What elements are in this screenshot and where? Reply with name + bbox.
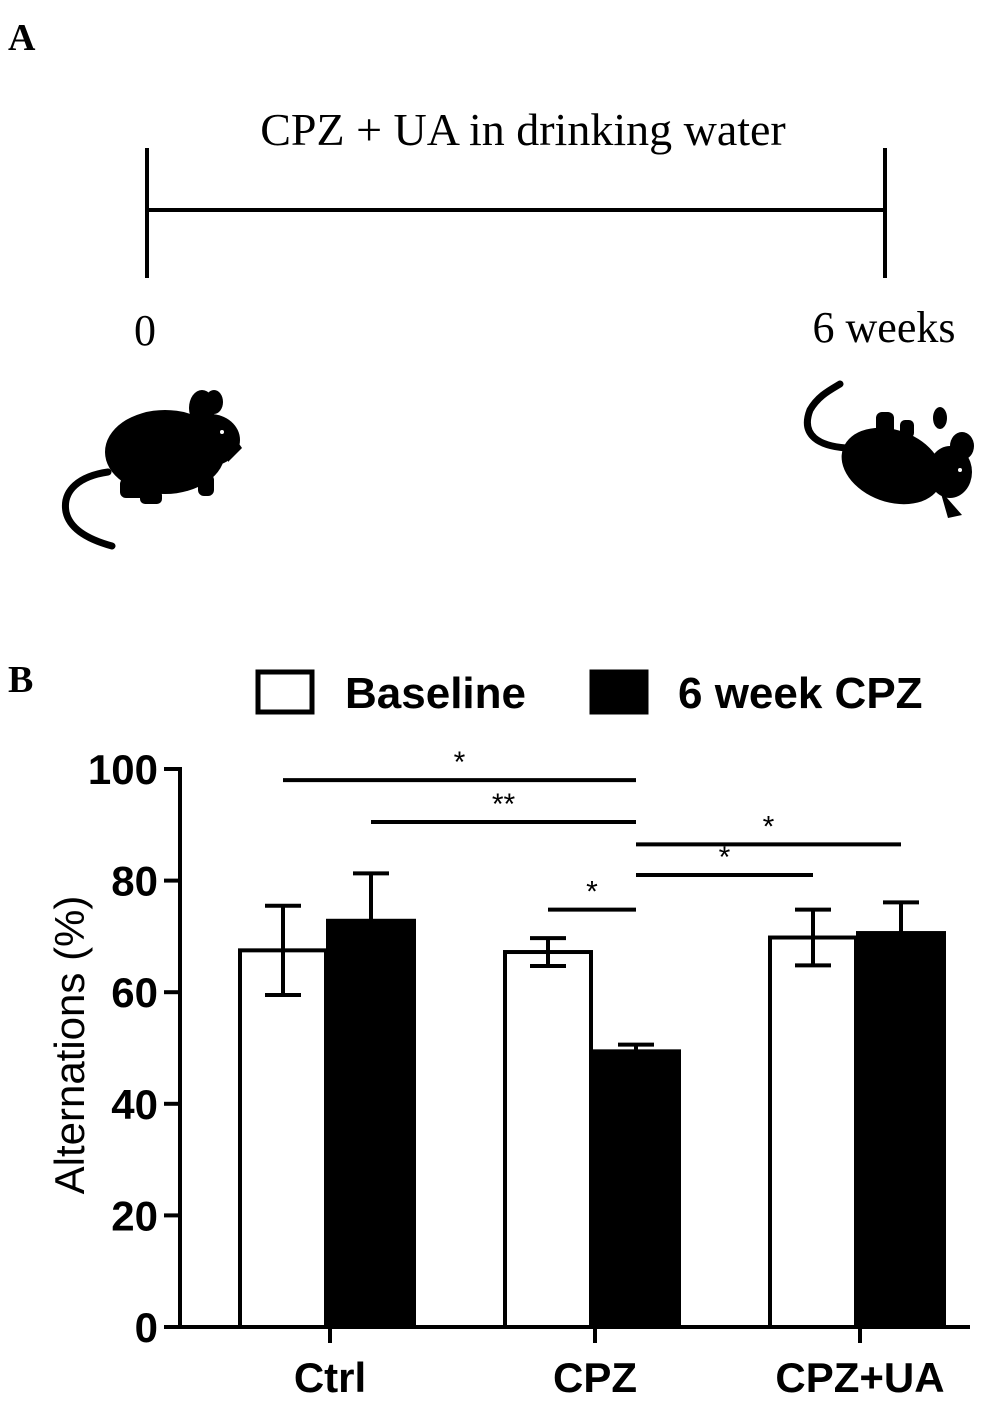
bar xyxy=(768,935,858,1329)
significance-label: ** xyxy=(492,788,516,821)
timeline xyxy=(145,148,887,278)
bar-chart: 0 20 40 60 80 100 Ctrl CPZ CPZ+UA Alternations (%… xyxy=(46,746,970,1401)
y-axis-label: Alternations (%) xyxy=(46,896,93,1195)
y-tick-label: 100 xyxy=(88,746,158,793)
bar xyxy=(503,950,593,1329)
significance-label: * xyxy=(454,746,466,779)
x-tick-label: CPZ+UA xyxy=(775,1354,944,1401)
legend-label: 6 week CPZ xyxy=(678,669,923,718)
y-tick-label: 80 xyxy=(111,858,158,905)
mouse-icon xyxy=(804,380,974,518)
y-tick-label: 40 xyxy=(111,1081,158,1128)
y-tick-label: 60 xyxy=(111,969,158,1016)
legend-swatch xyxy=(255,669,315,715)
x-tick-label: Ctrl xyxy=(294,1354,366,1401)
timeline-start-label: 0 xyxy=(134,306,156,355)
bar xyxy=(326,918,416,1329)
x-tick-label: CPZ xyxy=(553,1354,637,1401)
legend-swatch xyxy=(589,669,649,715)
y-tick-label: 20 xyxy=(111,1192,158,1239)
panel-b-label: B xyxy=(8,659,33,701)
significance-label: * xyxy=(763,810,775,843)
bar xyxy=(591,1049,681,1330)
timeline-title: CPZ + UA in drinking water xyxy=(260,104,786,155)
legend: Baseline 6 week CPZ xyxy=(255,669,923,718)
y-tick-label: 0 xyxy=(135,1304,158,1351)
significance-label: * xyxy=(719,841,731,874)
bar xyxy=(238,948,328,1329)
timeline-end-label: 6 weeks xyxy=(813,303,956,352)
mouse-icon xyxy=(61,390,242,550)
bar xyxy=(856,931,946,1329)
panel-a-label: A xyxy=(8,17,36,59)
significance-label: * xyxy=(586,876,598,909)
legend-label: Baseline xyxy=(345,669,526,718)
